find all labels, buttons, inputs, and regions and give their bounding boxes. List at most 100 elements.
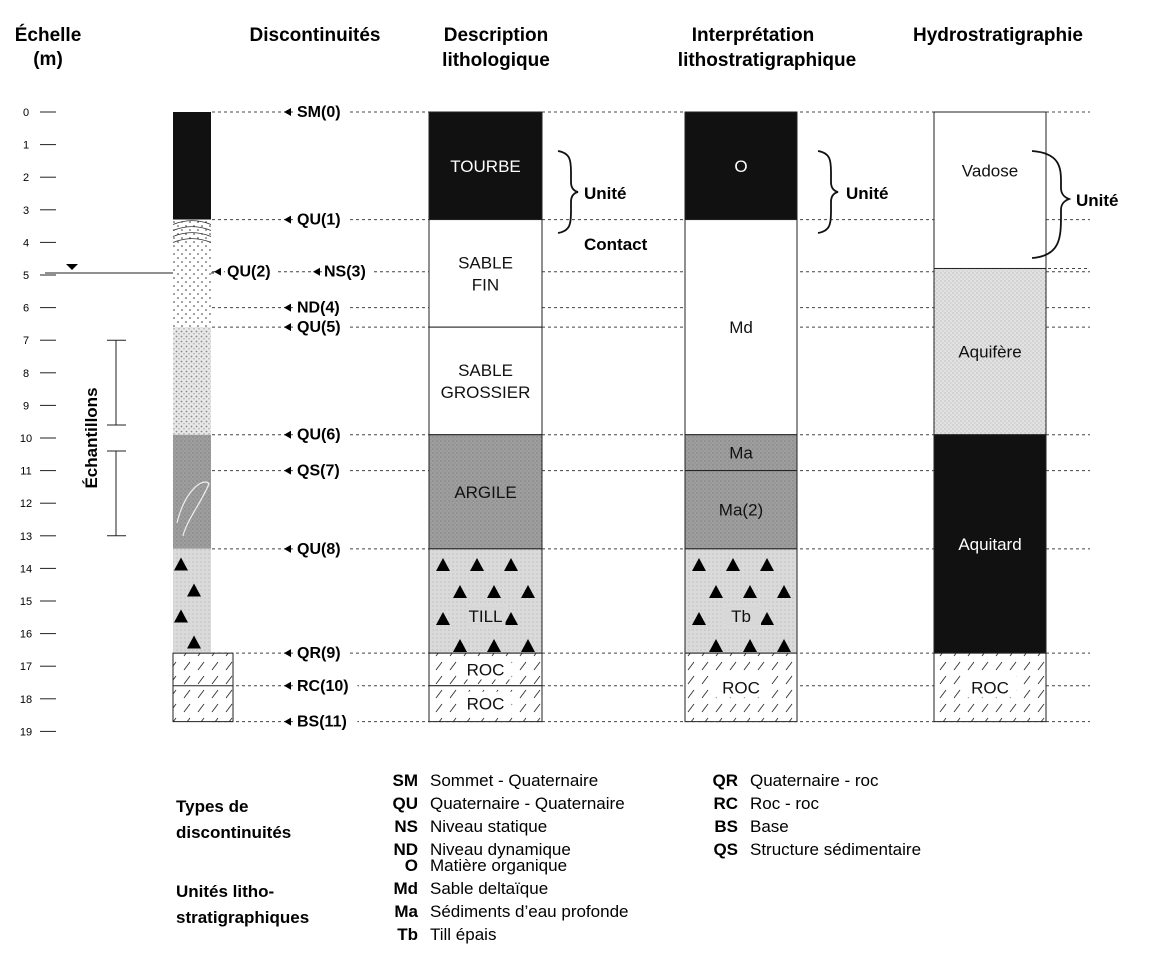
depth-tick-label: 18 xyxy=(20,694,32,706)
interp-till-clast xyxy=(743,585,757,599)
discontinuity-label: QU(1) xyxy=(297,212,341,229)
depth-tick-label: 3 xyxy=(23,205,29,217)
hydro-column: Vadose Aquifère Aquitard ROC xyxy=(933,111,1047,723)
depth-tick-label: 5 xyxy=(23,270,29,282)
desc-till-clast xyxy=(521,639,535,653)
interp-till-clast xyxy=(777,585,791,599)
depth-tick-label: 8 xyxy=(23,368,29,380)
discontinuity-label-bg xyxy=(295,425,347,444)
depth-tick-label: 7 xyxy=(23,335,29,347)
legend-type-text: Sommet - Quaternaire xyxy=(430,771,598,790)
desc-till-clast xyxy=(521,585,535,599)
interp-till-clast xyxy=(777,639,791,653)
strip-till-clast xyxy=(174,609,188,623)
interp-label-bg xyxy=(715,675,767,698)
legend-type-abbr: BS xyxy=(714,817,738,836)
desc-till-clast xyxy=(470,558,484,572)
water-level-icon xyxy=(66,264,78,270)
strip-rock xyxy=(172,652,234,723)
samples-label: Échantillons xyxy=(82,387,101,488)
legend-units: O Matière organique Md Sable deltaïque Ma Séd… xyxy=(393,856,628,944)
legend-type-text: Quaternaire - roc xyxy=(750,771,879,790)
strip-peat xyxy=(173,112,211,220)
desc-till-clast xyxy=(487,585,501,599)
legend-unit-abbr: Md xyxy=(393,879,418,898)
hydro-unit xyxy=(933,267,1047,436)
legend-unit-text: Sable deltaïque xyxy=(430,879,548,898)
interp-label-bg xyxy=(721,605,761,627)
depth-tick-label: 4 xyxy=(23,237,29,249)
interp-unit-label: Ma(2) xyxy=(719,501,763,520)
legend-type-text: Structure sédimentaire xyxy=(750,840,921,859)
strip-sedimentary-structure xyxy=(176,481,210,536)
discontinuity-label-bg xyxy=(295,644,347,663)
annotation-unite-interpretation: Unité xyxy=(846,184,889,203)
legend-unit-text: Matière organique xyxy=(430,856,567,875)
legend-units-title-2: stratigraphiques xyxy=(176,908,309,927)
interp-unit xyxy=(684,470,798,550)
desc-till-clast xyxy=(487,639,501,653)
discontinuity-label-bg xyxy=(295,103,347,121)
hydro-unit-label: Aquifère xyxy=(958,343,1021,362)
interp-unit-label: Ma xyxy=(729,444,753,463)
annotation-contact: Contact xyxy=(584,235,648,254)
header-description-sub: lithologique xyxy=(442,50,550,71)
legend-type-text: Niveau statique xyxy=(430,817,547,836)
interp-till-clast xyxy=(760,558,774,572)
legend-type-abbr: QU xyxy=(393,794,419,813)
discontinuity-arrow-icon xyxy=(284,466,291,475)
depth-tick-label: 11 xyxy=(20,466,31,478)
desc-till-clast xyxy=(436,558,450,572)
legend-type-abbr: QS xyxy=(713,840,738,859)
annotation-unite-hydro: Unité xyxy=(1076,191,1119,210)
discontinuity-arrow-icon xyxy=(284,717,291,726)
discontinuity-label: SM(0) xyxy=(297,104,341,121)
legend-type-abbr: QR xyxy=(713,771,739,790)
legend-type-text: Niveau dynamique xyxy=(430,840,571,859)
strip-till-clast xyxy=(187,583,201,597)
legend-unit-abbr: Tb xyxy=(397,925,418,944)
lithology-strip xyxy=(172,112,234,723)
interp-till-clast xyxy=(692,612,706,626)
legend-types-title-2: discontinuités xyxy=(176,823,291,842)
desc-unit-label: TOURBE xyxy=(450,157,521,176)
hydro-label-bg xyxy=(964,675,1016,698)
desc-unit-label: TILL xyxy=(468,607,502,626)
desc-label-bg xyxy=(459,691,512,714)
discontinuity-lines xyxy=(212,111,1090,723)
legend-type-abbr: RC xyxy=(713,794,738,813)
depth-tick-label: 10 xyxy=(20,433,32,445)
discontinuity-arrow-icon xyxy=(284,108,291,116)
depth-tick-label: 17 xyxy=(20,661,32,673)
discontinuity-arrow-icon xyxy=(284,215,291,224)
legend-type-abbr: NS xyxy=(394,817,418,836)
interp-till-clast xyxy=(709,639,723,653)
legend-unit-text: Sédiments d’eau profonde xyxy=(430,902,628,921)
discontinuity-label: BS(11) xyxy=(297,714,347,731)
legend-type-text: Roc - roc xyxy=(750,794,819,813)
desc-till-clast xyxy=(504,612,518,626)
hydro-unit-label: ROC xyxy=(971,678,1009,697)
depth-tick-label: 6 xyxy=(23,303,29,315)
strip-crossbedding xyxy=(172,220,212,225)
strip-crossbedding xyxy=(172,232,212,237)
desc-unit-label: ARGILE xyxy=(454,483,516,502)
depth-tick-label: 0 xyxy=(23,107,29,119)
desc-till-clast xyxy=(504,558,518,572)
desc-label-bg xyxy=(465,605,506,627)
discontinuity-label-bg xyxy=(295,318,347,337)
discontinuity-label: QU(2) xyxy=(227,264,271,281)
depth-scale: 012345678910111213141516171819Échantillo… xyxy=(20,107,214,738)
desc-unit xyxy=(428,219,543,328)
discontinuity-label-bg xyxy=(295,298,347,317)
interp-till-clast xyxy=(743,639,757,653)
legend-type-text: Quaternaire - Quaternaire xyxy=(430,794,625,813)
interp-till-clast xyxy=(760,612,774,626)
hydro-unit xyxy=(933,434,1047,654)
interp-till-clast xyxy=(709,585,723,599)
legend-types-title: Types de xyxy=(176,797,248,816)
header-interpretation: Interprétation xyxy=(692,25,814,46)
interp-unit xyxy=(684,219,798,436)
interp-unit xyxy=(684,548,798,654)
hydro-unit-label: Vadose xyxy=(962,162,1018,181)
